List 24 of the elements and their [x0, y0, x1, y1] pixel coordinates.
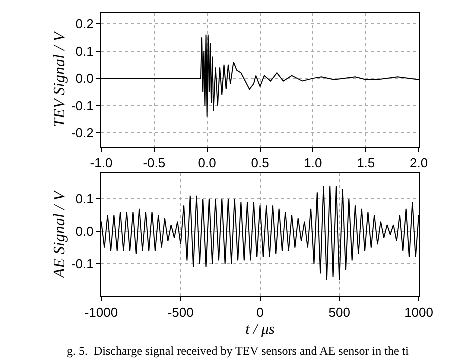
x-tick-label: -500 — [168, 305, 194, 320]
y-tick-label: -0.1 — [71, 256, 94, 272]
x-tick-label: 2.0 — [410, 155, 428, 170]
y-axis-title: AE Signal / V — [51, 189, 68, 280]
y-axis-title: TEV Signal / V — [51, 30, 68, 128]
x-tick-label: 0.0 — [198, 155, 216, 170]
x-tick-label: -1000 — [84, 305, 118, 320]
x-tick-label: 0 — [256, 305, 264, 320]
y-tick-label: 0.2 — [76, 16, 94, 32]
y-tick-label: -0.1 — [71, 98, 94, 114]
x-tick-label: 0.5 — [251, 155, 270, 170]
y-tick-label: 0.1 — [76, 192, 94, 207]
x-tick-label: 1000 — [404, 305, 434, 320]
x-tick-label: -0.5 — [143, 155, 166, 170]
y-tick-label: 0.0 — [76, 224, 94, 240]
text: g. 5. Discharge signal received by TEV sensors and AE sensor in the ti — [67, 344, 410, 358]
y-tick-label: 0.1 — [76, 44, 94, 59]
x-tick-label: 1.0 — [304, 155, 322, 170]
y-tick-label: -0.2 — [71, 126, 94, 141]
x-tick-label: -1.0 — [90, 155, 113, 170]
x-tick-label: 500 — [328, 305, 350, 320]
y-tick-label: 0.0 — [76, 71, 94, 86]
x-axis-title: t / μs — [246, 322, 276, 338]
x-tick-label: 1.5 — [357, 155, 376, 170]
